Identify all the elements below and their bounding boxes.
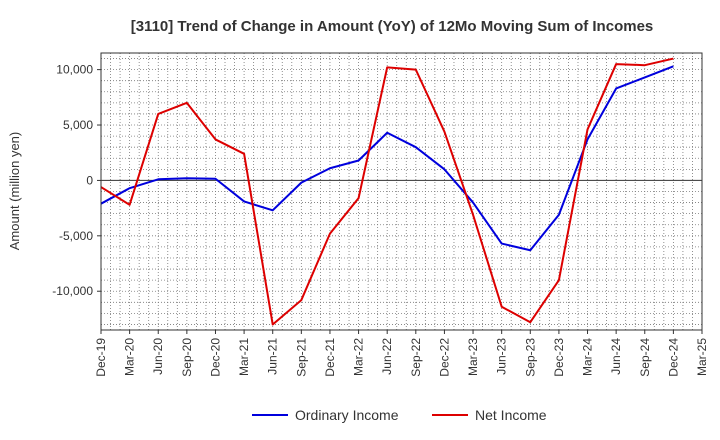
x-tick-label: Dec-23 [552, 338, 566, 377]
series-line-net-income [100, 57, 674, 326]
chart-title: [3110] Trend of Change in Amount (YoY) o… [131, 18, 654, 35]
x-tick-label: Jun-21 [266, 338, 280, 375]
x-axis: Dec-19 Mar-20 Jun-20 Sep-20 Dec-20 Mar-21 Jun-… [94, 330, 709, 377]
x-tick-label: Jun-22 [380, 338, 394, 375]
x-tick-label: Dec-20 [208, 338, 222, 377]
x-tick-label: Jun-23 [495, 338, 509, 375]
x-tick-label: Mar-23 [466, 338, 480, 376]
x-tick-label: Dec-19 [94, 338, 108, 377]
x-tick-label: Mar-22 [352, 338, 366, 376]
x-tick-label: Sep-20 [180, 338, 194, 377]
x-tick-label: Dec-24 [666, 338, 680, 377]
x-tick-label: Sep-24 [638, 338, 652, 377]
y-tick-label: 10,000 [56, 63, 93, 77]
x-tick-label: Mar-25 [695, 338, 709, 376]
legend-label-net-income: Net Income [475, 407, 547, 423]
x-tick-label: Mar-24 [581, 338, 595, 376]
x-tick-label: Sep-23 [523, 338, 537, 377]
y-axis: 10,000 5,000 0 -5,000 -10,000 [52, 63, 101, 298]
y-tick-label: -5,000 [59, 229, 93, 243]
y-tick-label: 5,000 [63, 118, 93, 132]
x-tick-label: Dec-22 [437, 338, 451, 377]
y-tick-label: 0 [86, 173, 93, 187]
series-layer [100, 57, 674, 326]
x-tick-label: Sep-22 [409, 338, 423, 377]
x-tick-label: Jun-20 [151, 338, 165, 375]
series-line-ordinary-income [100, 65, 674, 252]
x-tick-label: Dec-21 [323, 338, 337, 377]
plot-frame [100, 52, 703, 331]
legend-label-ordinary-income: Ordinary Income [295, 407, 399, 423]
x-tick-label: Mar-21 [237, 338, 251, 376]
x-tick-label: Mar-20 [123, 338, 137, 376]
legend: Ordinary Income Net Income [252, 407, 547, 423]
y-axis-title: Amount (million yen) [7, 132, 22, 251]
x-tick-label: Jun-24 [609, 338, 623, 375]
x-tick-label: Sep-21 [294, 338, 308, 377]
grid [100, 53, 703, 330]
y-tick-label: -10,000 [52, 284, 93, 298]
